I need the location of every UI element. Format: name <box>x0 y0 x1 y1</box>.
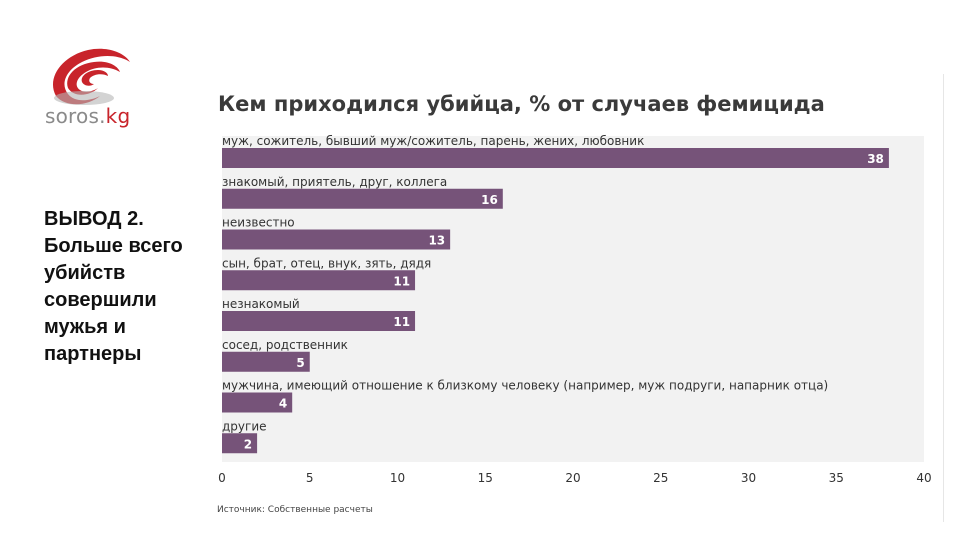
category-label: сын, брат, отец, внук, зять, дядя <box>222 256 431 270</box>
data-label: 38 <box>867 152 884 166</box>
x-tick-label: 35 <box>829 471 844 485</box>
conclusion-line: убийств <box>44 262 126 284</box>
x-tick-label: 15 <box>478 471 493 485</box>
category-label: сосед, родственник <box>222 338 348 352</box>
soros-logo-icon <box>52 48 130 105</box>
category-label: мужчина, имеющий отношение к близкому че… <box>222 379 828 393</box>
data-label: 5 <box>296 356 304 370</box>
divider <box>943 74 944 522</box>
x-tick-label: 10 <box>390 471 405 485</box>
logo-text: soros.kg <box>45 104 131 128</box>
category-label: знакомый, приятель, друг, коллега <box>222 175 447 189</box>
x-tick-label: 25 <box>653 471 668 485</box>
bar <box>222 188 503 209</box>
bar <box>222 229 451 250</box>
data-label: 2 <box>244 437 252 451</box>
x-tick-label: 5 <box>306 471 314 485</box>
x-tick-label: 20 <box>565 471 580 485</box>
data-label: 16 <box>481 193 498 207</box>
conclusion-line: мужья и <box>44 316 126 338</box>
data-label: 4 <box>279 397 287 411</box>
bar <box>222 148 889 168</box>
conclusion-text: ВЫВОД 2. Больше всего убийств совершили … <box>44 206 204 368</box>
chart-title: Кем приходился убийца, % от случаев феми… <box>218 92 825 116</box>
data-label: 11 <box>393 274 410 288</box>
bar <box>222 270 416 291</box>
bar <box>222 351 310 372</box>
category-label: другие <box>222 419 267 433</box>
x-tick-label: 30 <box>741 471 756 485</box>
source-note: Источник: Собственные расчеты <box>217 505 373 515</box>
bar <box>222 311 416 331</box>
conclusion-line: партнеры <box>44 343 142 365</box>
bar <box>222 392 293 413</box>
category-label: незнакомый <box>222 297 300 311</box>
conclusion-line: ВЫВОД 2. <box>44 208 144 230</box>
bar <box>222 433 258 454</box>
data-label: 11 <box>393 315 410 329</box>
x-tick-label: 0 <box>218 471 226 485</box>
category-label: муж, сожитель, бывший муж/сожитель, паре… <box>222 134 644 148</box>
conclusion-line: Больше всего <box>44 235 183 257</box>
category-label: неизвестно <box>222 216 295 230</box>
x-tick-label: 40 <box>916 471 931 485</box>
conclusion-line: совершили <box>44 289 157 311</box>
data-label: 13 <box>428 234 445 248</box>
